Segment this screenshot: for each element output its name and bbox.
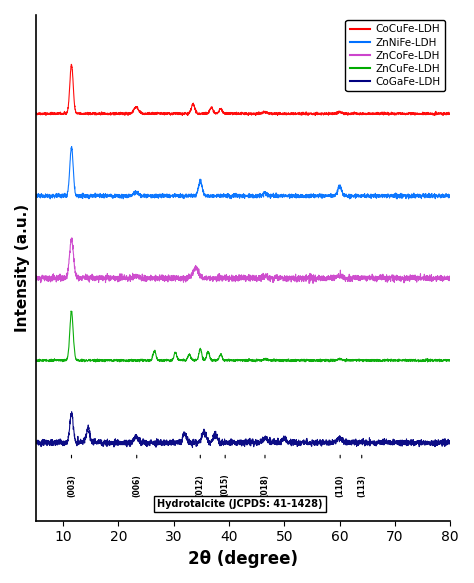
Legend: CoCuFe-LDH, ZnNiFe-LDH, ZnCoFe-LDH, ZnCuFe-LDH, CoGaFe-LDH: CoCuFe-LDH, ZnNiFe-LDH, ZnCoFe-LDH, ZnCu… — [346, 20, 445, 91]
Text: (012): (012) — [196, 474, 205, 497]
Text: (015): (015) — [221, 474, 230, 497]
Text: (110): (110) — [336, 474, 345, 497]
Text: (018): (018) — [261, 474, 270, 497]
Y-axis label: Intensity (a.u.): Intensity (a.u.) — [15, 204, 30, 332]
Text: (006): (006) — [132, 474, 141, 497]
X-axis label: 2θ (degree): 2θ (degree) — [188, 550, 298, 568]
Text: (003): (003) — [67, 474, 76, 497]
Text: (113): (113) — [357, 474, 366, 497]
Text: Hydrotalcite (JCPDS: 41-1428): Hydrotalcite (JCPDS: 41-1428) — [157, 499, 323, 510]
